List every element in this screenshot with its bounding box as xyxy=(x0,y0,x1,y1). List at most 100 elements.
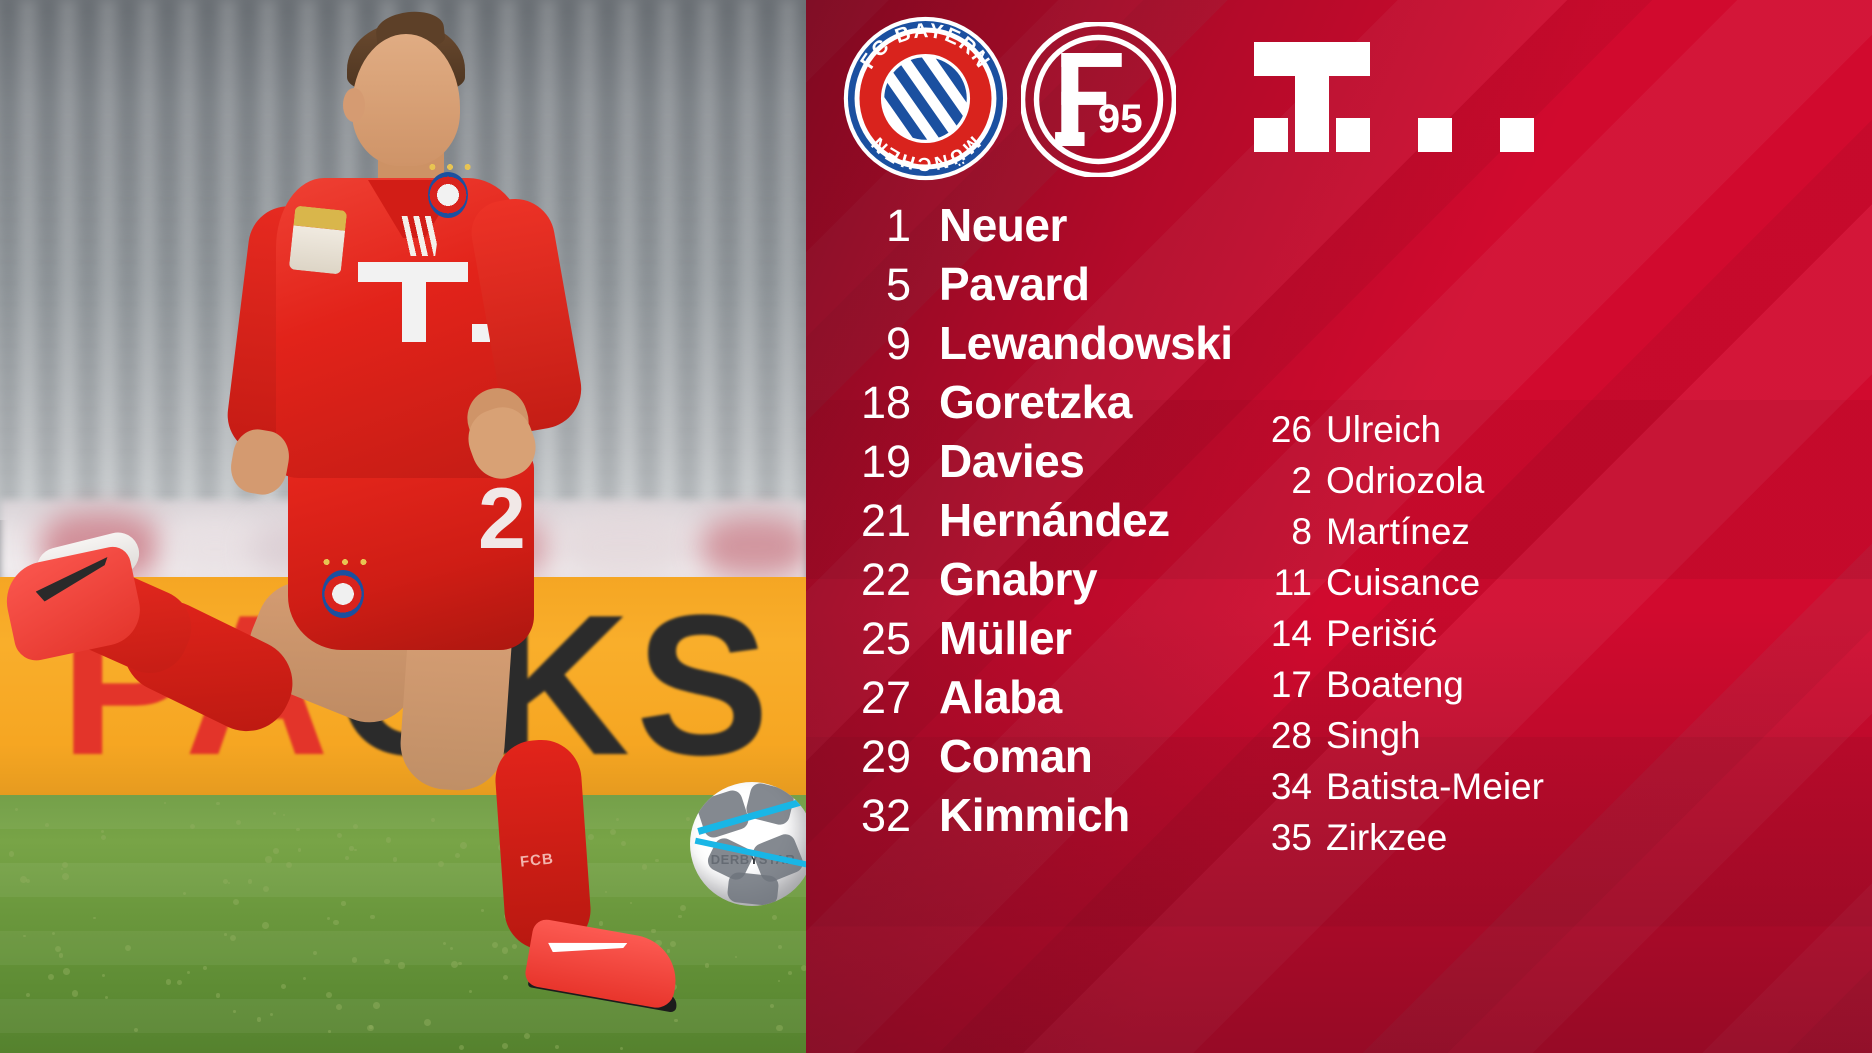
player-name: Hernández xyxy=(939,491,1170,550)
pitch-speck xyxy=(233,1010,236,1013)
player-photo: PACKS FCB 2 xyxy=(0,0,806,1053)
telekom-jersey-icon xyxy=(358,262,468,342)
substitute-row: 2 Odriozola xyxy=(1250,455,1870,506)
pitch-speck xyxy=(257,1017,261,1021)
pitch-speck xyxy=(772,915,777,920)
substitute-name: Ulreich xyxy=(1326,404,1441,455)
hoarding-blob xyxy=(170,520,260,580)
pitch-speck xyxy=(93,917,96,920)
player-name: Goretzka xyxy=(939,373,1132,432)
pitch-speck xyxy=(398,962,404,968)
pitch-speck xyxy=(283,814,285,816)
pitch-speck xyxy=(166,979,171,984)
pitch-stripe xyxy=(0,863,806,897)
shorts-crest xyxy=(322,570,364,618)
pitch-speck xyxy=(469,990,472,993)
substitute-name: Batista-Meier xyxy=(1326,761,1544,812)
substitute-number: 35 xyxy=(1250,812,1312,863)
pitch-speck xyxy=(770,1004,774,1008)
pitch-speck xyxy=(651,929,656,934)
substitute-row: 35 Zirkzee xyxy=(1250,812,1870,863)
pitch-speck xyxy=(686,817,690,821)
shorts-stars xyxy=(318,556,372,568)
hoarding-blob xyxy=(560,512,690,582)
pitch-speck xyxy=(273,848,279,854)
pitch-speck xyxy=(345,856,349,860)
pitch-speck xyxy=(458,962,461,965)
pitch-speck xyxy=(642,864,647,869)
pitch-speck xyxy=(621,841,626,846)
pitch-speck xyxy=(502,1043,508,1049)
substitute-row: 34 Batista-Meier xyxy=(1250,761,1870,812)
pitch-speck xyxy=(438,861,444,867)
substitute-number: 8 xyxy=(1250,506,1312,557)
hoarding-blob xyxy=(700,516,806,578)
pitch-speck xyxy=(327,917,330,920)
pitch-speck xyxy=(367,1025,373,1031)
pitch-speck xyxy=(164,802,166,804)
pitch-stripe xyxy=(0,999,806,1033)
pitch-speck xyxy=(776,1025,783,1032)
player-number: 29 xyxy=(806,727,911,786)
substitute-row: 14 Perišić xyxy=(1250,608,1870,659)
player-number: 21 xyxy=(806,491,911,550)
substitute-name: Perišić xyxy=(1326,608,1437,659)
substitute-number: 28 xyxy=(1250,710,1312,761)
pitch-speck xyxy=(616,818,619,821)
pitch-speck xyxy=(341,901,345,905)
pitch-speck xyxy=(481,909,484,912)
pitch-speck xyxy=(203,966,207,970)
pitch-speck xyxy=(177,980,182,985)
player-name: Gnabry xyxy=(939,550,1097,609)
substitute-row: 28 Singh xyxy=(1250,710,1870,761)
player-number: 9 xyxy=(806,314,911,373)
pitch-speck xyxy=(48,974,54,980)
player-name: Lewandowski xyxy=(939,314,1233,373)
pitch-speck xyxy=(674,1019,678,1023)
pitch-speck xyxy=(55,946,61,952)
pitch-speck xyxy=(333,920,338,925)
lineup-graphic: PACKS FCB 2 xyxy=(0,0,1872,1053)
pitch-speck xyxy=(336,1004,342,1010)
adidas-icon xyxy=(377,216,441,256)
pitch-speck xyxy=(370,915,374,919)
substitute-row: 26 Ulreich xyxy=(1250,404,1870,455)
player-number: 22 xyxy=(806,550,911,609)
telekom-logo-icon xyxy=(1254,42,1534,152)
pitch-speck xyxy=(216,993,220,997)
bundesliga-badge xyxy=(289,205,347,274)
substitute-number: 34 xyxy=(1250,761,1312,812)
player-number: 27 xyxy=(806,668,911,727)
substitute-name: Boateng xyxy=(1326,659,1464,710)
pitch-speck xyxy=(223,879,228,884)
pitch-speck xyxy=(670,941,676,947)
substitute-name: Martínez xyxy=(1326,506,1470,557)
pitch-speck xyxy=(788,971,792,975)
substitute-name: Zirkzee xyxy=(1326,812,1447,863)
player-number: 5 xyxy=(806,255,911,314)
jersey-crest xyxy=(428,172,468,218)
pitch-speck xyxy=(349,846,353,850)
player-name: Davies xyxy=(939,432,1084,491)
player-number: 19 xyxy=(806,432,911,491)
pitch-speck xyxy=(224,933,227,936)
substitute-row: 8 Martínez xyxy=(1250,506,1870,557)
substitute-number: 17 xyxy=(1250,659,1312,710)
pitch-speck xyxy=(424,1019,431,1026)
crest-row: FC BAYERN MÜNCHEN 95 xyxy=(806,0,1872,195)
substitute-number: 14 xyxy=(1250,608,1312,659)
shorts-number: 2 xyxy=(478,470,522,569)
substitute-name: Cuisance xyxy=(1326,557,1480,608)
player-name: Alaba xyxy=(939,668,1062,727)
pitch-speck xyxy=(588,834,594,840)
football: DERBYSTAR xyxy=(690,782,806,906)
player-number: 25 xyxy=(806,609,911,668)
pitch-speck xyxy=(248,879,252,883)
substitute-number: 26 xyxy=(1250,404,1312,455)
pitch-speck xyxy=(680,905,686,911)
pitch-speck xyxy=(386,837,391,842)
pitch-speck xyxy=(273,812,276,815)
lineup-row: 1 Neuer xyxy=(806,196,1872,255)
crest-number-text: 95 xyxy=(1098,96,1143,141)
player-number: 1 xyxy=(806,196,911,255)
